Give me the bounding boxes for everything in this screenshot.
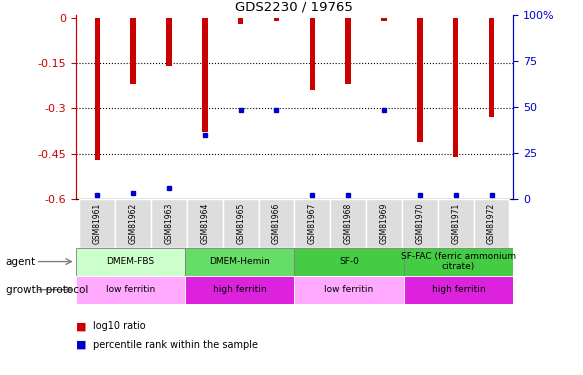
- FancyBboxPatch shape: [76, 248, 185, 276]
- Text: SF-FAC (ferric ammonium
citrate): SF-FAC (ferric ammonium citrate): [401, 252, 516, 271]
- Text: GSM81962: GSM81962: [129, 202, 138, 244]
- Bar: [453, 18, 458, 157]
- Bar: [238, 18, 243, 24]
- FancyBboxPatch shape: [151, 199, 187, 248]
- Bar: [274, 18, 279, 21]
- Text: DMEM-Hemin: DMEM-Hemin: [209, 257, 270, 266]
- Text: high ferritin: high ferritin: [431, 285, 485, 294]
- Text: GSM81961: GSM81961: [93, 202, 102, 244]
- Text: log10 ratio: log10 ratio: [93, 321, 146, 331]
- Text: ■: ■: [76, 321, 86, 331]
- Title: GDS2230 / 19765: GDS2230 / 19765: [236, 1, 353, 14]
- Bar: [94, 18, 100, 160]
- FancyBboxPatch shape: [403, 276, 513, 304]
- Text: GSM81968: GSM81968: [343, 202, 353, 244]
- Bar: [166, 18, 171, 66]
- FancyBboxPatch shape: [294, 199, 330, 248]
- Text: SF-0: SF-0: [339, 257, 359, 266]
- FancyBboxPatch shape: [115, 199, 151, 248]
- Text: GSM81967: GSM81967: [308, 202, 317, 244]
- Text: GSM81971: GSM81971: [451, 202, 460, 244]
- FancyBboxPatch shape: [223, 199, 259, 248]
- FancyBboxPatch shape: [366, 199, 402, 248]
- Text: high ferritin: high ferritin: [213, 285, 266, 294]
- Text: low ferritin: low ferritin: [325, 285, 374, 294]
- FancyBboxPatch shape: [473, 199, 510, 248]
- FancyBboxPatch shape: [403, 248, 513, 276]
- Bar: [131, 18, 136, 84]
- FancyBboxPatch shape: [187, 199, 223, 248]
- Text: ■: ■: [76, 340, 86, 350]
- FancyBboxPatch shape: [259, 199, 294, 248]
- Bar: [310, 18, 315, 90]
- Bar: [202, 18, 208, 132]
- Text: agent: agent: [6, 256, 36, 267]
- FancyBboxPatch shape: [185, 276, 294, 304]
- Bar: [346, 18, 351, 84]
- Text: low ferritin: low ferritin: [106, 285, 155, 294]
- Text: GSM81965: GSM81965: [236, 202, 245, 244]
- Text: GSM81964: GSM81964: [201, 202, 209, 244]
- FancyBboxPatch shape: [294, 248, 403, 276]
- Text: GSM81963: GSM81963: [164, 202, 174, 244]
- Text: GSM81966: GSM81966: [272, 202, 281, 244]
- Text: percentile rank within the sample: percentile rank within the sample: [93, 340, 258, 350]
- FancyBboxPatch shape: [294, 276, 403, 304]
- Text: GSM81970: GSM81970: [415, 202, 424, 244]
- FancyBboxPatch shape: [185, 248, 294, 276]
- Bar: [381, 18, 387, 21]
- FancyBboxPatch shape: [402, 199, 438, 248]
- Bar: [489, 18, 494, 117]
- FancyBboxPatch shape: [330, 199, 366, 248]
- FancyBboxPatch shape: [438, 199, 473, 248]
- Text: growth protocol: growth protocol: [6, 285, 88, 295]
- Text: DMEM-FBS: DMEM-FBS: [106, 257, 154, 266]
- Text: GSM81969: GSM81969: [380, 202, 388, 244]
- Bar: [417, 18, 423, 141]
- FancyBboxPatch shape: [76, 276, 185, 304]
- Text: GSM81972: GSM81972: [487, 202, 496, 244]
- FancyBboxPatch shape: [79, 199, 115, 248]
